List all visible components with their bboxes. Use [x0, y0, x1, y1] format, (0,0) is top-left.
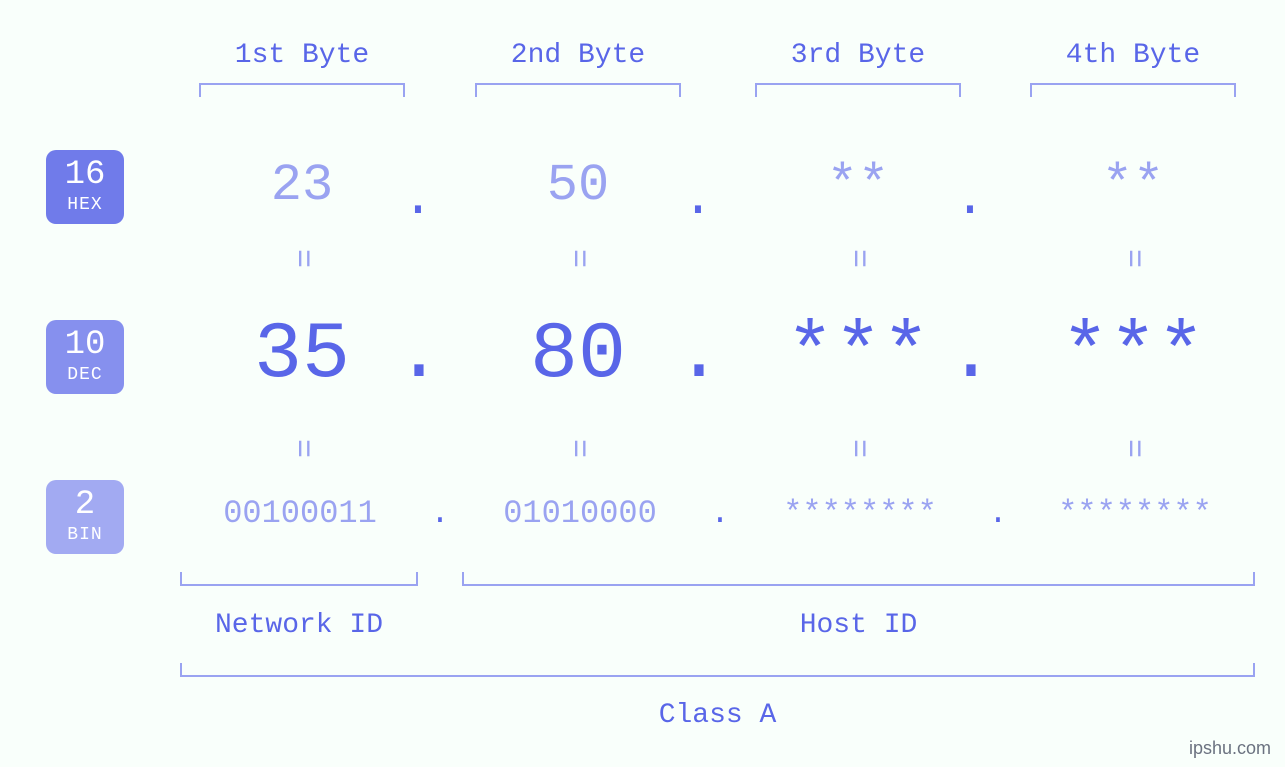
badge-dec-name: DEC: [46, 366, 124, 384]
eq2-2: =: [560, 431, 597, 467]
badge-bin-name: BIN: [46, 526, 124, 544]
eq2-3: =: [840, 431, 877, 467]
dec-byte-3: ***: [755, 310, 961, 401]
hex-byte-3: **: [755, 156, 961, 215]
top-bracket-3: [755, 83, 961, 97]
eq2-4: =: [1115, 431, 1152, 467]
top-bracket-1: [199, 83, 405, 97]
dec-dot-3: .: [947, 310, 993, 401]
col-label-4: 4th Byte: [1030, 40, 1236, 71]
bracket-host: [462, 572, 1255, 586]
bin-byte-4: ********: [1007, 495, 1263, 532]
dec-dot-2: .: [675, 310, 721, 401]
col-label-3: 3rd Byte: [755, 40, 961, 71]
bin-byte-1: 00100011: [172, 495, 428, 532]
bracket-network: [180, 572, 418, 586]
top-bracket-4: [1030, 83, 1236, 97]
bin-byte-3: ********: [732, 495, 988, 532]
bin-dot-3: .: [986, 495, 1010, 532]
label-class: Class A: [180, 700, 1255, 731]
badge-bin: 2 BIN: [46, 480, 124, 554]
badge-hex-base: 16: [46, 158, 124, 192]
dec-byte-2: 80: [475, 310, 681, 401]
watermark: ipshu.com: [1189, 738, 1271, 759]
dec-byte-1: 35: [199, 310, 405, 401]
eq1-2: =: [560, 241, 597, 277]
eq2-1: =: [284, 431, 321, 467]
hex-dot-1: .: [400, 170, 436, 229]
badge-hex-name: HEX: [46, 196, 124, 214]
eq1-3: =: [840, 241, 877, 277]
hex-byte-2: 50: [475, 156, 681, 215]
top-bracket-2: [475, 83, 681, 97]
dec-dot-1: .: [395, 310, 441, 401]
bin-dot-1: .: [428, 495, 452, 532]
bin-dot-2: .: [708, 495, 732, 532]
bin-byte-2: 01010000: [452, 495, 708, 532]
badge-bin-base: 2: [46, 488, 124, 522]
hex-dot-2: .: [680, 170, 716, 229]
eq1-4: =: [1115, 241, 1152, 277]
hex-byte-1: 23: [199, 156, 405, 215]
label-network: Network ID: [180, 610, 418, 641]
badge-dec-base: 10: [46, 328, 124, 362]
hex-dot-3: .: [952, 170, 988, 229]
eq1-1: =: [284, 241, 321, 277]
badge-hex: 16 HEX: [46, 150, 124, 224]
bracket-class: [180, 663, 1255, 677]
badge-dec: 10 DEC: [46, 320, 124, 394]
col-label-1: 1st Byte: [199, 40, 405, 71]
label-host: Host ID: [462, 610, 1255, 641]
col-label-2: 2nd Byte: [475, 40, 681, 71]
dec-byte-4: ***: [1030, 310, 1236, 401]
hex-byte-4: **: [1030, 156, 1236, 215]
